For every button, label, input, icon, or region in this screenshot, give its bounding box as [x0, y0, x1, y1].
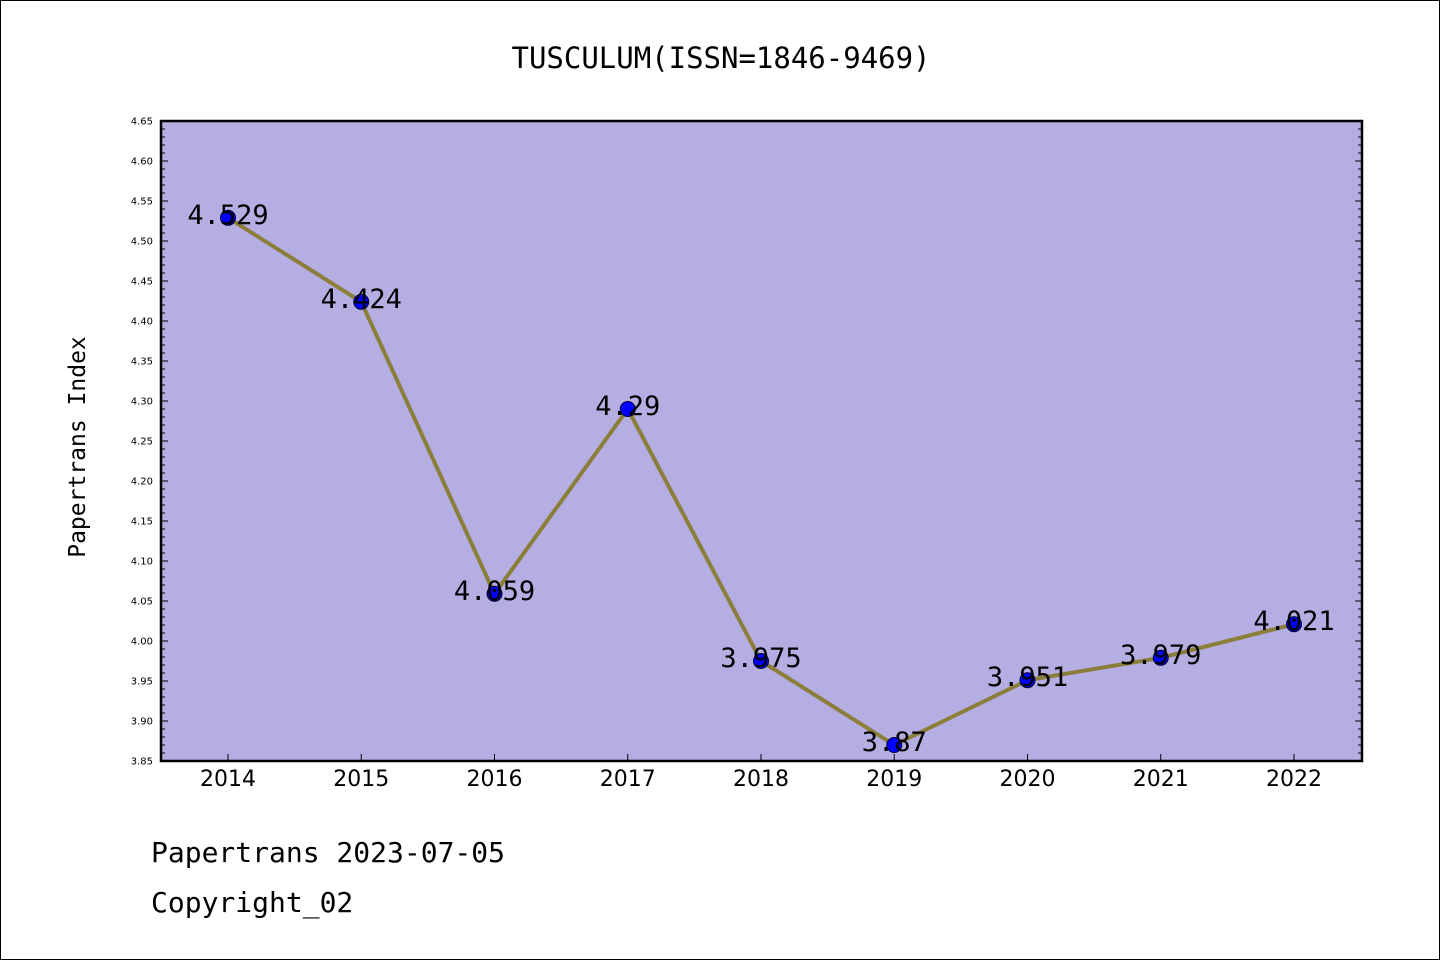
y-tick-label: 4.50 — [131, 237, 153, 248]
data-point — [220, 209, 236, 226]
data-point — [619, 401, 636, 417]
x-tick-label: 2018 — [733, 767, 789, 792]
data-label: 4.29 — [595, 391, 660, 422]
y-tick-label: 4.55 — [131, 197, 153, 208]
y-tick-label: 4.25 — [131, 437, 153, 448]
x-tick-label: 2019 — [866, 767, 922, 792]
data-point — [353, 293, 370, 310]
y-tick-label: 4.35 — [131, 357, 153, 368]
data-label: 4.529 — [187, 200, 268, 231]
data-label: 3.975 — [720, 643, 801, 674]
data-label: 3.979 — [1120, 640, 1201, 671]
data-point — [753, 653, 769, 669]
y-tick-label: 4.30 — [131, 397, 153, 408]
data-point — [886, 737, 903, 753]
y-tick-label: 4.40 — [131, 317, 153, 328]
y-tick-label: 3.90 — [131, 717, 153, 728]
x-tick-label: 2022 — [1266, 767, 1322, 792]
y-tick-label: 4.20 — [131, 477, 153, 488]
data-label: 4.424 — [321, 284, 402, 315]
y-tick-label: 4.15 — [131, 517, 153, 528]
y-tick-label: 4.65 — [131, 117, 153, 128]
x-tick-label: 2020 — [1000, 767, 1056, 792]
y-axis-ticks: 3.85 3.90 3.95 4.00 4.05 4.10 4.15 4.20 4.25 4.30… — [131, 117, 1362, 768]
x-tick-label: 2014 — [200, 767, 256, 792]
series-layer: 4.529 4.424 4.059 4.29 3.975 3.87 3.951 3.979 4.… — [187, 200, 1334, 758]
data-label: 3.951 — [987, 662, 1068, 693]
y-tick-label: 4.05 — [131, 597, 153, 608]
data-label: 4.059 — [454, 576, 535, 607]
y-tick-label: 3.85 — [131, 757, 153, 768]
footer-copyright-line: Copyright_02 — [151, 886, 354, 919]
x-tick-label: 2017 — [600, 767, 656, 792]
x-tick-label: 2015 — [333, 767, 389, 792]
y-axis-label: Papertrans Index — [65, 336, 91, 558]
data-label: 4.021 — [1253, 606, 1334, 637]
y-tick-label: 4.00 — [131, 637, 153, 648]
chart-title: TUSCULUM(ISSN=1846-9469) — [511, 41, 930, 75]
data-point — [1019, 672, 1036, 689]
x-axis-ticks: 2014 2015 2016 2017 2018 2019 2020 2021 2022 — [200, 754, 1322, 792]
x-tick-label: 2016 — [467, 767, 523, 792]
x-tick-label: 2021 — [1133, 767, 1189, 792]
data-point — [486, 585, 503, 602]
y-tick-label: 4.60 — [131, 157, 153, 168]
data-label: 3.87 — [862, 727, 927, 758]
data-point — [1286, 616, 1302, 633]
y-tick-label: 3.95 — [131, 677, 153, 688]
footer-date-line: Papertrans 2023-07-05 — [151, 836, 506, 869]
data-point — [1152, 649, 1169, 666]
y-tick-label: 4.45 — [131, 277, 153, 288]
y-tick-label: 4.10 — [131, 557, 153, 568]
